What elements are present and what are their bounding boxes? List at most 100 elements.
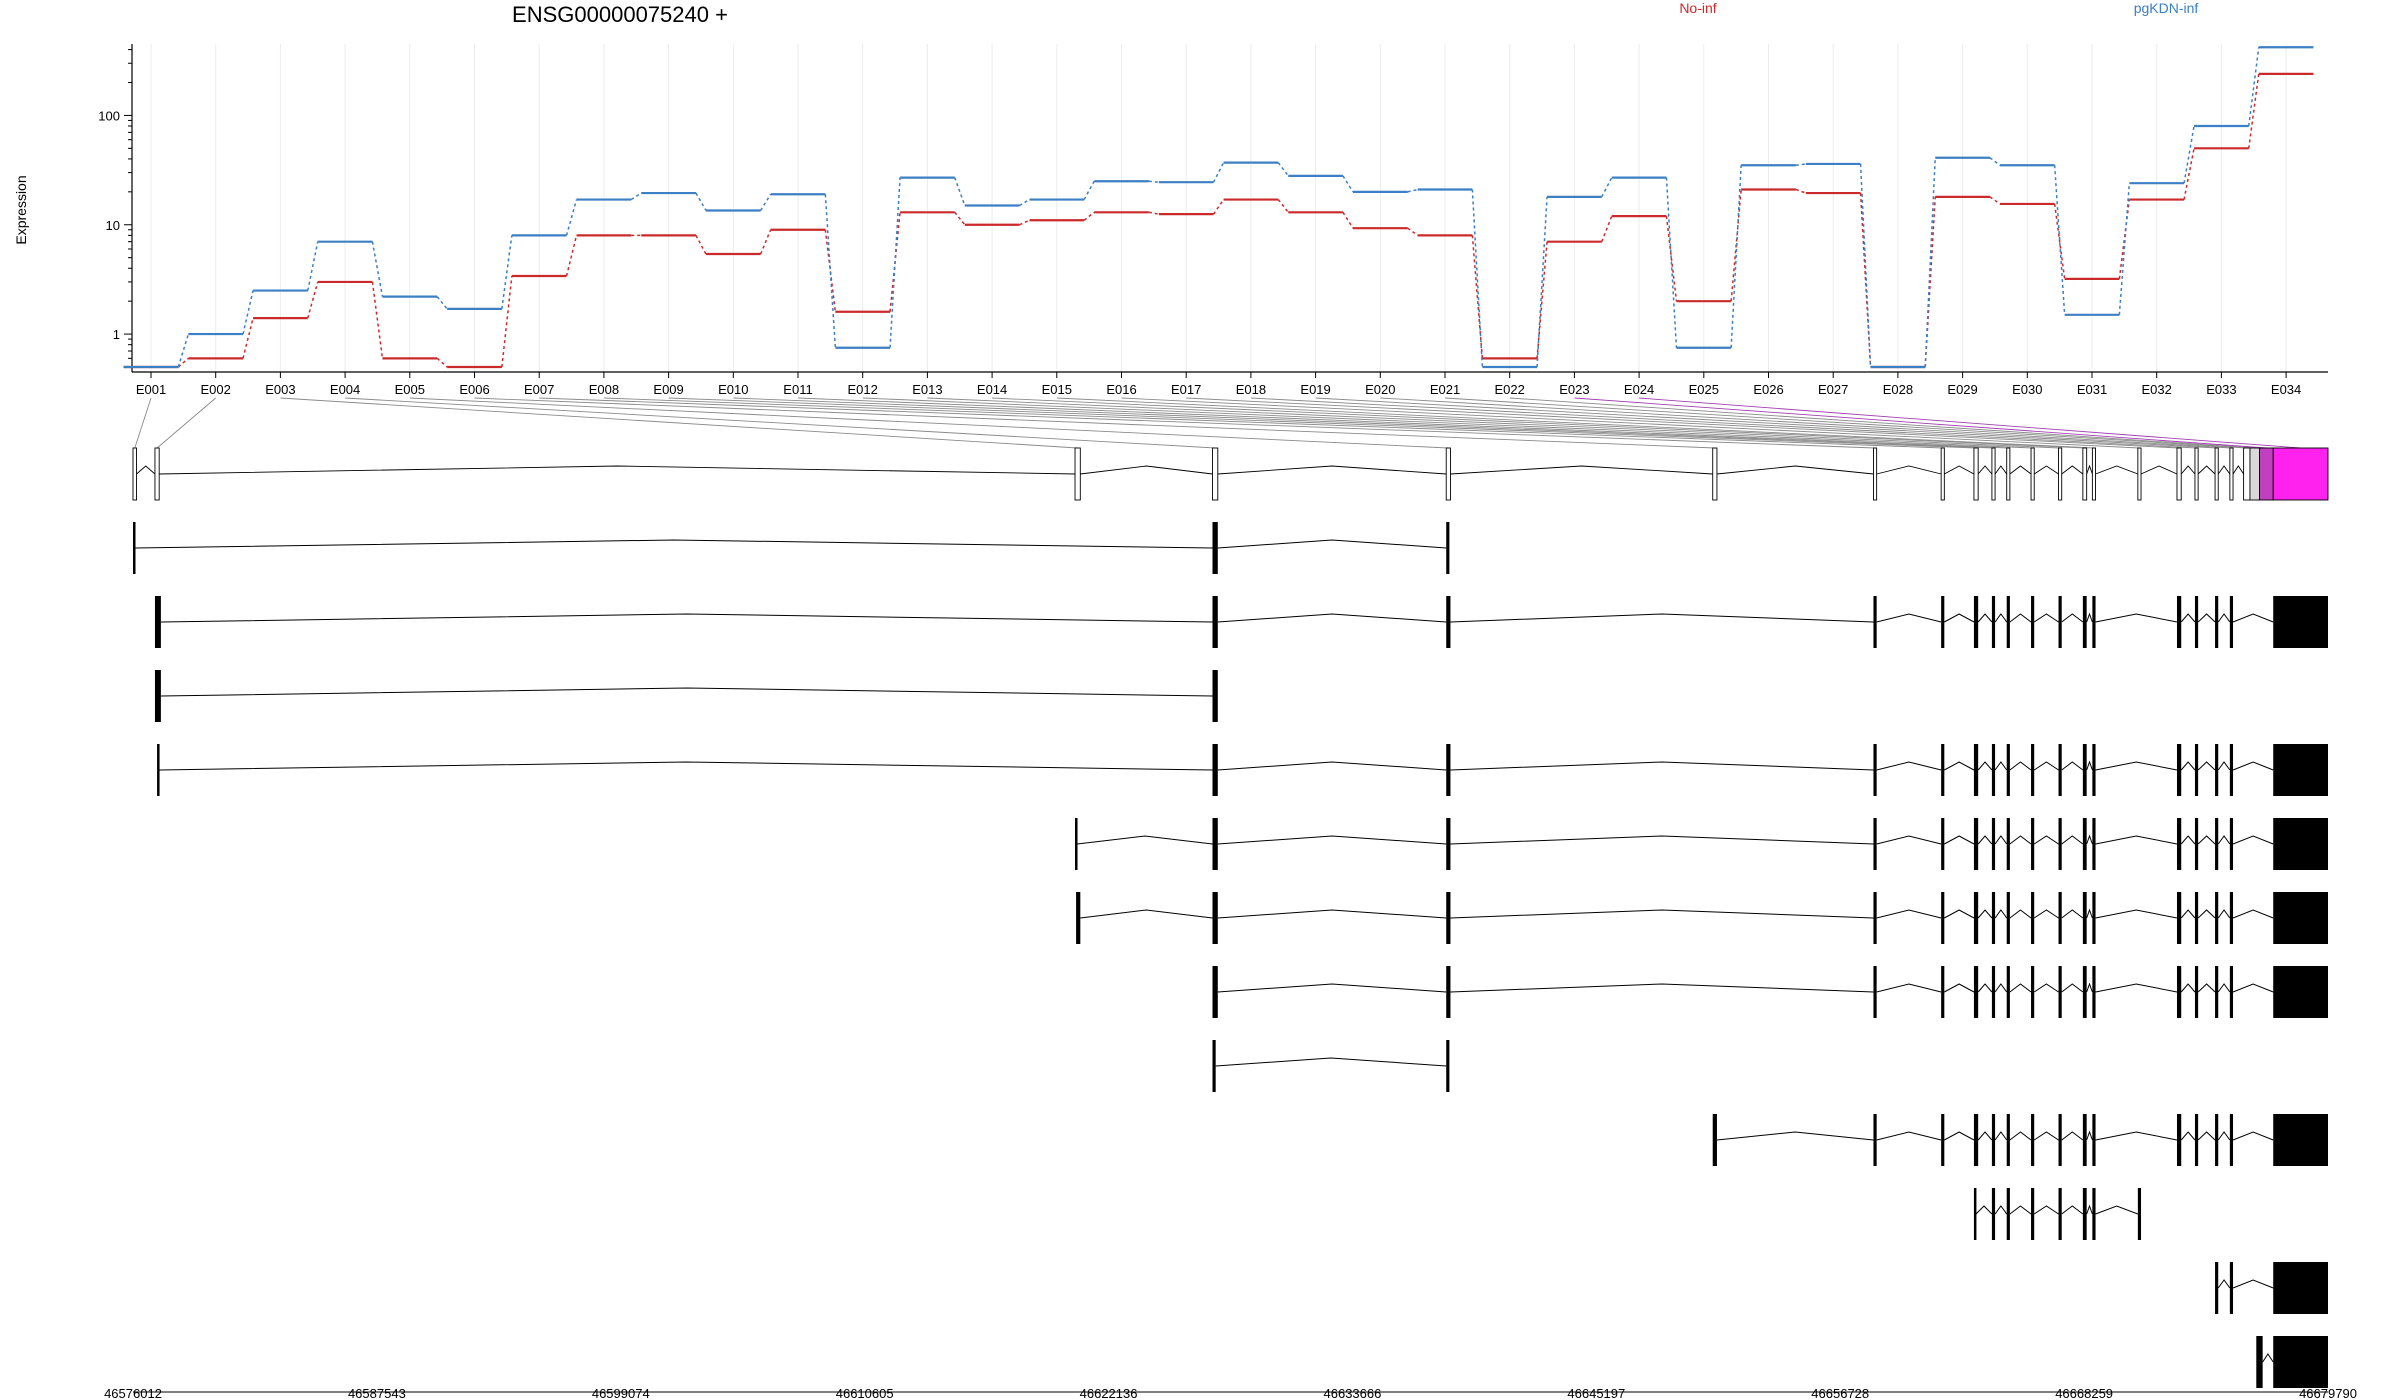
step-connector xyxy=(1795,163,1806,167)
transcript-exon xyxy=(2229,596,2234,648)
transcript-intron xyxy=(2217,983,2231,993)
transcript-intron xyxy=(2095,613,2178,623)
transcript-exon xyxy=(2058,1114,2062,1166)
transcript-intron xyxy=(1944,613,1975,623)
legend-no-inf: No-inf xyxy=(1679,0,1716,16)
transcript-intron xyxy=(1217,835,1447,845)
transcript-exon xyxy=(1973,1114,1979,1166)
step-connector xyxy=(2118,183,2131,315)
transcript-exon xyxy=(2092,1188,2096,1240)
y-tick-label: 10 xyxy=(106,218,120,233)
x-tick-label: E027 xyxy=(1818,382,1848,397)
transcript-intron xyxy=(2009,909,2032,919)
genomic-tick-label: 46656728 xyxy=(1811,1386,1869,1400)
genomic-tick-label: 46587543 xyxy=(348,1386,406,1400)
transcript-intron xyxy=(1977,761,1993,771)
transcript-intron xyxy=(1994,761,2008,771)
transcript-intron xyxy=(2232,1279,2274,1289)
gene-exon xyxy=(2006,447,2011,501)
transcript-exon xyxy=(1446,522,1450,574)
transcript-exon xyxy=(2031,1188,2035,1240)
transcript-row xyxy=(1076,892,2328,944)
transcript-exon xyxy=(1941,1114,1945,1166)
x-tick-label: E022 xyxy=(1495,382,1525,397)
transcript-intron xyxy=(1994,1131,2008,1141)
transcript-exon xyxy=(1873,744,1877,796)
genomic-tick-label: 46668259 xyxy=(2055,1386,2113,1400)
transcript-intron xyxy=(2217,1279,2231,1289)
x-tick-label: E009 xyxy=(653,382,683,397)
transcript-exon xyxy=(1991,744,1996,796)
exon-connector xyxy=(1444,397,2247,449)
genomic-tick-label: 46610605 xyxy=(836,1386,894,1400)
intron-line xyxy=(159,465,1076,475)
transcript-intron xyxy=(2197,761,2216,771)
intron-line xyxy=(1080,465,1213,475)
transcript-intron xyxy=(1994,613,2008,623)
step-connector xyxy=(1407,227,1419,236)
x-tick-label: E012 xyxy=(848,382,878,397)
step-connector xyxy=(1277,199,1289,213)
transcript-exon xyxy=(2031,744,2035,796)
transcript-intron xyxy=(2180,761,2196,771)
gene-exon xyxy=(1074,447,1081,501)
transcript-exon xyxy=(2058,596,2062,648)
genomic-tick-label: 46645197 xyxy=(1567,1386,1625,1400)
x-tick-label: E031 xyxy=(2077,382,2107,397)
exon-connector xyxy=(1574,397,2267,449)
step-connector xyxy=(954,177,966,206)
x-tick-label: E007 xyxy=(524,382,554,397)
intron-line xyxy=(136,465,156,475)
transcript-exon xyxy=(2194,892,2199,944)
x-tick-label: E005 xyxy=(395,382,425,397)
transcript-exon xyxy=(2058,744,2062,796)
step-connector xyxy=(1471,189,1484,368)
transcript-intron xyxy=(1876,835,1942,845)
exon-connector xyxy=(134,397,152,449)
gene-exon xyxy=(132,447,138,501)
x-tick-label: E026 xyxy=(1753,382,1783,397)
x-tick-label: E025 xyxy=(1689,382,1719,397)
x-tick-label: E013 xyxy=(912,382,942,397)
transcript-intron xyxy=(2095,761,2178,771)
transcript-intron xyxy=(2086,834,2093,845)
gene-exon xyxy=(2243,447,2251,501)
transcript-exon xyxy=(2229,818,2234,870)
transcript-exon xyxy=(2194,818,2199,870)
intron-line xyxy=(1450,465,1713,475)
transcript-exon xyxy=(2092,966,2096,1018)
x-tick-label: E014 xyxy=(977,382,1007,397)
transcript-intron xyxy=(2232,761,2274,771)
x-tick-label: E033 xyxy=(2206,382,2236,397)
step-connector xyxy=(242,317,254,359)
transcript-exon xyxy=(1991,596,1996,648)
transcript-exon xyxy=(2256,1336,2263,1388)
gene-exon xyxy=(1973,447,1979,501)
exon-connectors xyxy=(134,397,2301,449)
step-connector xyxy=(2053,165,2066,315)
transcript-row xyxy=(2256,1336,2328,1388)
transcript-intron xyxy=(2009,761,2032,771)
transcript-exon xyxy=(1446,744,1451,796)
transcript-exon xyxy=(1446,596,1451,648)
gene-exon xyxy=(1712,447,1718,501)
transcript-intron xyxy=(1450,909,1874,919)
transcript-exon xyxy=(1446,818,1451,870)
transcript-exon xyxy=(2082,596,2087,648)
transcript-exon xyxy=(1991,1188,1996,1240)
transcript-exon xyxy=(1991,818,1996,870)
transcript-exon xyxy=(2006,892,2010,944)
transcript-row xyxy=(154,596,2328,648)
transcript-intron xyxy=(2217,1131,2231,1141)
transcript-intron xyxy=(2033,983,2059,993)
transcript-models xyxy=(133,522,2328,1388)
intron-line xyxy=(2197,465,2216,475)
step-connector xyxy=(1148,180,1159,183)
x-tick-label: E029 xyxy=(1947,382,1977,397)
legend-pgkdn-inf: pgKDN-inf xyxy=(2134,0,2199,16)
transcript-intron xyxy=(2217,835,2231,845)
transcript-exon xyxy=(2082,966,2087,1018)
transcript-intron xyxy=(2180,983,2196,993)
transcript-exon xyxy=(1212,522,1218,574)
transcript-intron xyxy=(2217,613,2231,623)
